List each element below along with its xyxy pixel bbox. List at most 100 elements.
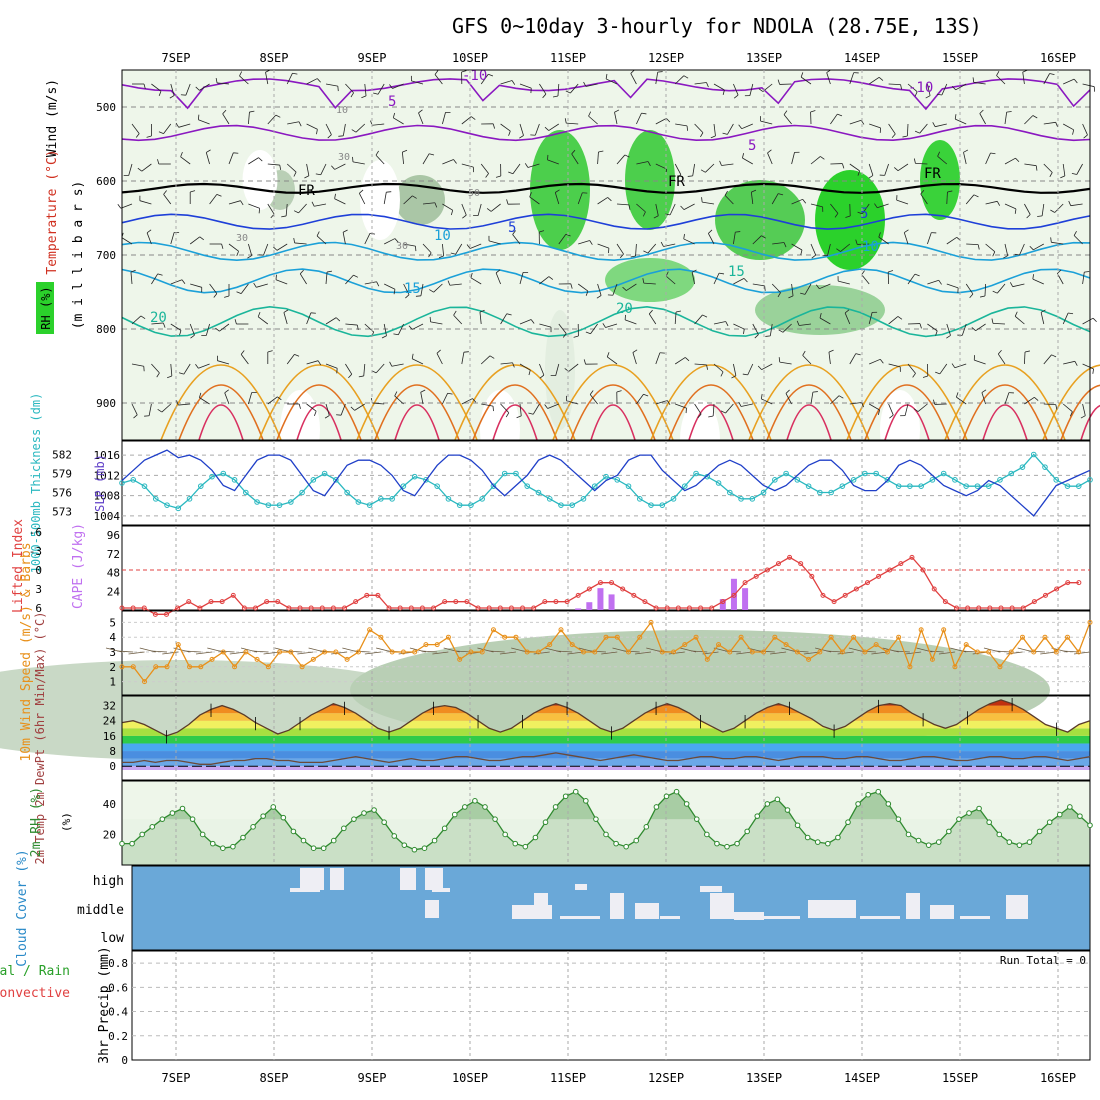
wind-barb-flag — [731, 375, 737, 379]
wind-barb — [702, 201, 715, 205]
lifted-index-point — [286, 605, 292, 611]
lifted-index-point — [876, 573, 882, 579]
wind-barb — [519, 403, 522, 416]
thickness-point — [794, 477, 801, 483]
isotherm — [121, 78, 1091, 111]
contour-label: 5 — [388, 94, 396, 110]
wind-barb — [597, 283, 602, 296]
wind-speed-point — [367, 627, 373, 633]
wind-barb-flag — [834, 213, 839, 218]
wind-barb — [500, 313, 508, 325]
wind-barb — [897, 163, 909, 172]
wind-barb-flag — [438, 255, 444, 259]
wind-barb — [469, 243, 482, 249]
rh-point — [270, 804, 277, 810]
wind-barb-flag — [505, 412, 510, 418]
wind-barb-flag — [733, 94, 739, 99]
wind-barb — [694, 403, 702, 415]
wind-barb — [877, 203, 889, 209]
wind-barb — [306, 360, 319, 365]
wind-speed-point — [839, 649, 845, 655]
wind-barb — [736, 651, 753, 655]
wind-barb — [183, 363, 191, 375]
wind-barb — [740, 403, 753, 407]
thickness-point — [186, 496, 193, 502]
wind-barb-flag — [199, 392, 202, 398]
wind-barb-flag — [691, 269, 697, 273]
wind-barb-flag — [1034, 396, 1039, 401]
wind-barb-flag — [955, 392, 959, 398]
wind-barb-flag — [1049, 172, 1053, 178]
wind-barb-flag — [855, 239, 858, 245]
wind-barb — [838, 280, 850, 285]
wind-speed-point — [547, 642, 553, 648]
wind-barb — [634, 651, 652, 655]
wind-barb — [849, 119, 862, 125]
wind-barb-flag — [643, 250, 649, 254]
wind-barb-flag — [914, 130, 920, 134]
wind-barb-flag — [429, 153, 435, 156]
wind-barb — [907, 83, 918, 93]
wind-barb-flag — [176, 400, 179, 406]
wind-speed-point — [400, 649, 406, 655]
wind-barb — [420, 392, 424, 405]
wind-barb-flag — [351, 129, 357, 133]
wind-speed-point — [884, 649, 890, 655]
wind-barb-flag — [619, 253, 624, 259]
wind-barb — [1051, 241, 1064, 245]
wind-barb — [985, 200, 998, 205]
wind-barb — [655, 352, 661, 365]
wind-barb — [170, 363, 173, 376]
wind-barb-flag — [348, 373, 353, 379]
top-date-label: 16SEP — [1040, 51, 1076, 65]
wind-barb-flag — [511, 80, 516, 85]
lifted-index-point — [842, 592, 848, 598]
lifted-index-point — [976, 605, 982, 611]
wind-barb — [1062, 650, 1079, 653]
wind-barb-flag — [239, 71, 243, 77]
wind-barb-flag — [935, 330, 938, 336]
wind-barb — [148, 403, 152, 416]
wind-barb — [500, 123, 511, 132]
wind-barb — [527, 163, 540, 168]
wind-barb — [752, 235, 762, 245]
wind-barb — [961, 650, 978, 653]
wind-barb-flag — [785, 389, 790, 394]
wind-speed-point — [1042, 634, 1048, 640]
rh-point — [683, 801, 690, 807]
thickness-point — [355, 499, 362, 505]
wind-barb — [779, 361, 792, 365]
wind-barb — [219, 323, 230, 332]
wind-barb — [131, 363, 144, 367]
wind-speed-point — [209, 656, 215, 662]
wind-speed-point — [333, 649, 339, 655]
wind-barb — [590, 323, 598, 334]
wind-barb-flag — [158, 91, 162, 97]
wind-barb-flag — [598, 150, 604, 153]
wind-barb — [265, 72, 269, 85]
thickness-point — [333, 477, 339, 483]
rh-point — [411, 846, 418, 853]
wind-barb-flag — [190, 190, 196, 193]
wind-speed-point — [322, 649, 328, 655]
wind-barb — [285, 203, 288, 216]
wind-barb-flag — [971, 327, 976, 332]
rh-point — [1006, 839, 1013, 845]
wind-barb-flag — [450, 210, 454, 216]
wind-barb-flag — [700, 169, 706, 173]
wind-speed-point — [682, 642, 688, 648]
wind-barb-flag — [506, 313, 512, 316]
wind-speed-point — [232, 664, 238, 670]
lifted-index-point — [675, 605, 681, 611]
wind-barb-flag — [1029, 245, 1034, 251]
wind-barb — [888, 316, 899, 325]
wind-barb-flag — [146, 229, 152, 234]
wind-barb — [557, 83, 560, 96]
wind-barb-flag — [700, 132, 704, 138]
wind-barb-flag — [1057, 269, 1062, 274]
wind-barb-flag — [764, 285, 766, 291]
wind-speed-point — [862, 649, 868, 655]
wind-barb — [941, 83, 948, 96]
wind-barb — [724, 195, 734, 205]
